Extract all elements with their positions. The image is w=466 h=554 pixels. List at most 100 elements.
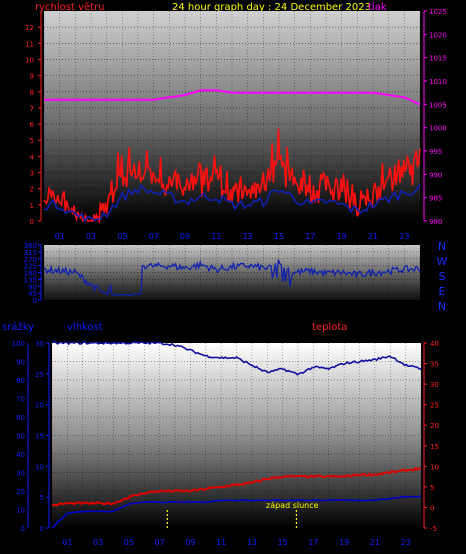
x-tick-label: 15	[278, 538, 288, 547]
y-tick-label: 1015	[429, 55, 447, 63]
y-tick-label: 980	[429, 218, 442, 226]
y-tick-label: 135	[24, 276, 37, 284]
x-tick-label: 11	[211, 232, 221, 241]
y-tick-label: 0	[21, 525, 25, 533]
y-tick-label: 5	[40, 494, 44, 502]
x-tick-label: 13	[247, 538, 257, 547]
x-tick-label: 19	[337, 232, 347, 241]
y-tick-label: 90	[28, 283, 37, 291]
wind-average-line	[43, 183, 421, 223]
y-tick-label: 0	[33, 297, 37, 305]
y-tick-label: 8	[30, 89, 34, 97]
y-tick-label: 360	[24, 242, 37, 250]
rain-total-line	[51, 495, 422, 529]
y-tick-label: 25	[430, 402, 439, 410]
x-tick-label: 05	[117, 232, 127, 241]
y-tick-label: 30	[16, 470, 25, 478]
y-tick-label: 80	[16, 377, 25, 385]
y-tick-label: 180	[24, 270, 37, 278]
x-tick-label: 21	[368, 232, 378, 241]
y-tick-label: 6	[30, 121, 35, 129]
direction-letter: N	[438, 240, 446, 253]
y-tick-label: 30	[35, 340, 44, 348]
x-tick-label: 21	[370, 538, 380, 547]
x-tick-label: 09	[180, 232, 190, 241]
y-tick-label: 225	[24, 263, 37, 271]
y-tick-label: 1005	[429, 101, 447, 109]
y-tick-label: 100	[12, 340, 25, 348]
graph-title: 24 hour graph day : 24 December 2023	[172, 2, 371, 13]
wind-speed-label: rychlost větru	[35, 1, 105, 13]
y-tick-label: 0	[430, 504, 434, 512]
y-tick-label: 10	[430, 463, 439, 471]
y-tick-label: 1025	[429, 8, 447, 16]
y-tick-label: 1020	[429, 31, 447, 39]
y-tick-label: 5	[30, 137, 34, 145]
y-tick-label: 0	[30, 218, 34, 226]
y-tick-label: 50	[16, 433, 25, 441]
y-tick-label: 15	[430, 443, 439, 451]
y-tick-label: 40	[430, 340, 439, 348]
y-tick-label: 990	[429, 171, 442, 179]
direction-letter: N	[438, 300, 446, 313]
y-tick-label: 20	[430, 422, 439, 430]
y-tick-label: 30	[430, 381, 439, 389]
x-tick-label: 01	[62, 538, 72, 547]
x-tick-label: 23	[399, 232, 409, 241]
y-tick-label: 40	[16, 451, 25, 459]
y-tick-label: 11	[25, 40, 34, 48]
y-tick-label: 0	[40, 525, 44, 533]
sunset-annotation: západ slunce	[266, 501, 319, 510]
y-tick-label: 995	[429, 148, 442, 156]
y-tick-label: 35	[430, 361, 439, 369]
humidity-line	[52, 340, 422, 376]
y-tick-label: 3	[30, 170, 34, 178]
y-tick-label: 1010	[429, 78, 447, 86]
y-tick-label: 12	[25, 24, 34, 32]
rain-label: srážky	[2, 321, 34, 333]
x-tick-label: 13	[243, 232, 253, 241]
x-tick-label: 07	[149, 232, 159, 241]
temperature-label: teplota	[312, 322, 347, 333]
y-tick-label: 2	[30, 186, 34, 194]
y-tick-label: 20	[35, 402, 44, 410]
x-tick-label: 17	[308, 538, 318, 547]
y-tick-label: 9	[30, 73, 34, 81]
y-tick-label: 985	[429, 195, 442, 203]
x-tick-label: 03	[93, 538, 103, 547]
x-tick-label: 17	[305, 232, 315, 241]
y-tick-label: 315	[24, 249, 37, 257]
y-tick-label: 1	[30, 202, 34, 210]
y-tick-label: 15	[35, 433, 44, 441]
x-tick-label: 01	[55, 232, 65, 241]
x-tick-label: 23	[401, 538, 411, 547]
wind-direction-line	[43, 259, 421, 297]
y-tick-label: 90	[16, 359, 25, 367]
x-tick-label: 03	[86, 232, 96, 241]
y-tick-label: 10	[16, 507, 25, 515]
x-tick-label: 19	[339, 538, 349, 547]
y-tick-label: 7	[30, 105, 34, 113]
pressure-line	[44, 89, 421, 106]
x-tick-label: 11	[216, 538, 226, 547]
direction-letter: W	[437, 255, 448, 268]
y-tick-label: 1000	[429, 125, 447, 133]
y-tick-label: 10	[25, 56, 34, 64]
x-tick-label: 09	[185, 538, 195, 547]
x-tick-label: 15	[274, 232, 284, 241]
y-tick-label: 25	[35, 371, 44, 379]
x-tick-label: 07	[155, 538, 165, 547]
y-tick-label: 4	[30, 153, 35, 161]
y-tick-label: 5	[430, 484, 434, 492]
y-tick-label: -5	[430, 525, 437, 533]
y-tick-label: 45	[28, 290, 37, 298]
y-tick-label: 270	[24, 256, 37, 264]
y-tick-label: 20	[16, 488, 25, 496]
direction-letter: S	[439, 270, 446, 283]
x-tick-label: 05	[124, 538, 134, 547]
humidity-label: vlhkost	[67, 322, 103, 333]
direction-letter: E	[439, 285, 446, 298]
y-tick-label: 60	[16, 414, 25, 422]
